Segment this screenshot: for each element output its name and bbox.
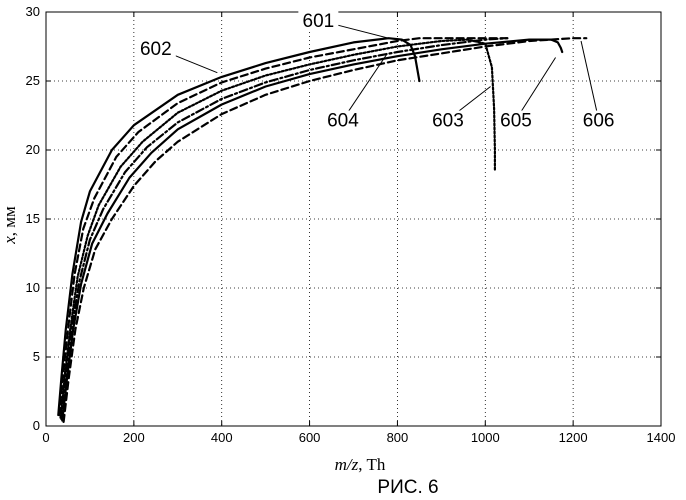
series-603-line	[61, 40, 495, 418]
series-601-line	[58, 38, 419, 415]
y-tick-label: 0	[33, 418, 40, 433]
x-tick-label: 1400	[647, 430, 676, 445]
series-group	[58, 38, 586, 422]
y-axis-label: x, мм	[0, 206, 19, 245]
y-tick-label: 25	[26, 73, 40, 88]
x-tick-label: 1000	[471, 430, 500, 445]
grid	[46, 12, 661, 426]
y-tick-label: 15	[26, 211, 40, 226]
callout-label-601: 601	[303, 11, 335, 32]
y-tick-label: 5	[33, 349, 40, 364]
x-tick-label: 600	[299, 430, 321, 445]
callout-label-604: 604	[327, 111, 359, 132]
x-tick-label: 1200	[559, 430, 588, 445]
callout-label-603: 603	[432, 111, 464, 132]
callout-label-605: 605	[500, 111, 532, 132]
y-tick-label: 10	[26, 280, 40, 295]
callout-label-606: 606	[583, 111, 615, 132]
x-tick-label: 0	[42, 430, 49, 445]
figure-caption: РИС. 6	[377, 477, 438, 498]
callout-label-602: 602	[140, 39, 172, 60]
y-tick-label: 30	[26, 4, 40, 19]
y-axis-unit: , мм	[0, 206, 19, 236]
callouts: 601 602 604 603 605 606	[136, 11, 619, 131]
x-axis-unit: , Th	[358, 455, 386, 474]
x-axis-variable: m/z	[335, 455, 359, 474]
callout-leader-606	[581, 41, 599, 120]
series-602-line	[59, 38, 507, 415]
y-tick-label: 20	[26, 142, 40, 157]
x-axis-label: m/z, Th	[335, 455, 386, 474]
x-tick-label: 200	[123, 430, 145, 445]
series-606-line	[64, 38, 587, 422]
series-605-line	[62, 40, 562, 421]
x-tick-label: 800	[387, 430, 409, 445]
x-tick-label: 400	[211, 430, 233, 445]
series-604-line	[61, 38, 507, 419]
